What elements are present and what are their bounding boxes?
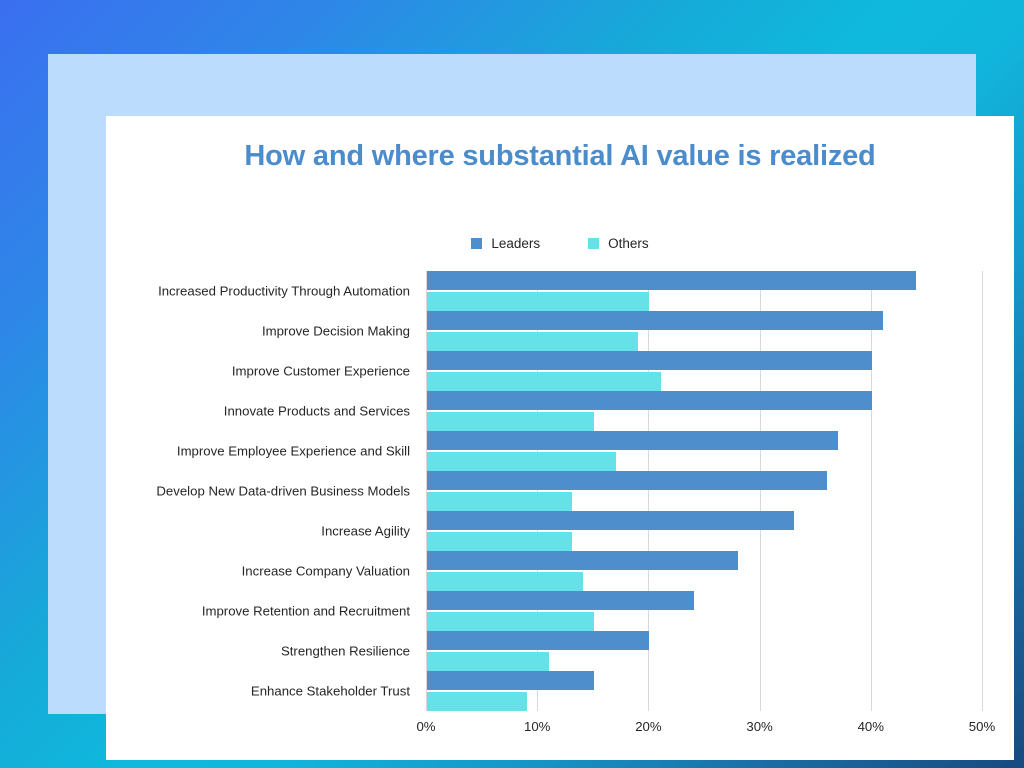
bar-leaders[interactable] [427,551,739,570]
gridline [537,271,539,711]
category-label: Strengthen Resilience [280,643,410,659]
category-axis: Increased Productivity Through Automatio… [106,271,418,711]
legend-label: Leaders [491,236,541,251]
chart-plot-wrapper: Increased Productivity Through Automatio… [106,271,1014,741]
x-axis-tick-label: 20% [635,719,662,734]
bar-others[interactable] [427,292,650,311]
bar-others[interactable] [427,452,617,471]
category-label: Increase Agility [321,523,410,539]
x-axis-tick-label: 0% [416,719,436,734]
gridline [648,271,650,711]
category-label: Improve Retention and Recruitment [201,603,410,619]
bar-others[interactable] [427,332,639,351]
legend-swatch-icon [588,238,600,249]
card-frame: How and where substantial AI value is re… [48,54,1014,760]
bar-leaders[interactable] [427,351,872,370]
bar-others[interactable] [427,692,528,711]
chart-title: How and where substantial AI value is re… [244,140,876,172]
legend-item-others[interactable]: Others [588,236,649,251]
category-label: Improve Employee Experience and Skill [176,443,410,459]
bar-others[interactable] [427,492,572,511]
bar-others[interactable] [427,612,594,631]
bar-leaders[interactable] [427,511,794,530]
legend-label: Others [608,236,649,251]
bar-others[interactable] [427,412,594,431]
chart-card: How and where substantial AI value is re… [106,116,1014,760]
x-axis-tick-label: 30% [746,719,773,734]
category-label: Increase Company Valuation [241,563,410,579]
bar-leaders[interactable] [427,471,828,490]
plot-area [426,271,983,711]
bar-others[interactable] [427,372,661,391]
legend-item-leaders[interactable]: Leaders [471,236,540,251]
x-axis-tick-label: 40% [857,719,884,734]
bar-others[interactable] [427,532,572,551]
category-label: Improve Customer Experience [231,363,410,379]
category-label: Increased Productivity Through Automatio… [158,283,410,299]
category-label: Develop New Data-driven Business Models [156,483,410,499]
value-axis: 0% 10% 20% 30% 40% 50% [416,719,995,743]
category-label: Enhance Stakeholder Trust [250,683,410,699]
bar-leaders[interactable] [427,271,917,290]
category-label: Innovate Products and Services [223,403,410,419]
bar-others[interactable] [427,572,583,591]
legend-swatch-icon [471,238,483,249]
bar-leaders[interactable] [427,311,883,330]
bar-leaders[interactable] [427,591,694,610]
chart-legend: Leaders Others [106,236,1014,251]
category-label: Improve Decision Making [261,323,410,339]
axis-line [426,271,427,711]
x-axis-tick-label: 50% [968,719,996,734]
bar-leaders[interactable] [427,631,650,650]
bar-leaders[interactable] [427,671,594,690]
gridline [759,271,761,711]
bar-others[interactable] [427,652,550,671]
x-axis-tick-label: 10% [523,719,551,734]
bar-leaders[interactable] [427,391,872,410]
gridline [982,271,983,711]
gridline [870,271,872,711]
bar-leaders[interactable] [427,431,839,450]
